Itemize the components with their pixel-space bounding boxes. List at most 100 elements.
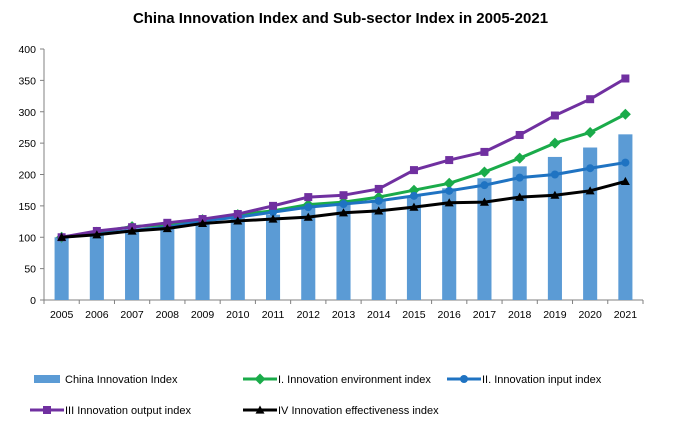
point-input-index: [409, 191, 418, 200]
point-effectiveness-index: [409, 202, 419, 211]
point-input-index: [445, 186, 454, 195]
bar-china-innovation-index: [442, 188, 457, 300]
legend-swatch-china-innovation-index: [34, 375, 60, 383]
point-output-index: [515, 130, 524, 139]
bar-china-innovation-index: [54, 237, 69, 300]
point-input-index: [586, 164, 595, 173]
y-tick-label: 200: [18, 170, 36, 182]
point-input-index: [339, 199, 348, 208]
legend-marker-input-index: [460, 375, 468, 383]
point-effectiveness-index: [444, 198, 454, 207]
point-effectiveness-index: [515, 192, 525, 201]
y-tick-label: 400: [18, 44, 36, 56]
point-output-index: [374, 184, 383, 193]
point-output-index: [480, 147, 489, 156]
y-tick-label: 100: [18, 232, 36, 244]
bar-china-innovation-index: [547, 156, 562, 300]
point-effectiveness-index: [339, 208, 348, 217]
point-effectiveness-index: [585, 186, 595, 195]
point-environment-index: [478, 166, 490, 178]
point-output-index: [304, 193, 313, 202]
x-tick-label: 2009: [191, 309, 215, 321]
x-tick-label: 2007: [120, 309, 144, 321]
point-input-index: [304, 203, 313, 212]
bar-china-innovation-index: [512, 166, 527, 300]
x-tick-label: 2015: [402, 309, 426, 321]
bar-china-innovation-index: [89, 234, 104, 300]
x-tick-label: 2008: [156, 309, 180, 321]
bar-china-innovation-index: [336, 202, 351, 300]
point-output-index: [550, 111, 559, 120]
legend-label-output-index: III Innovation output index: [65, 405, 191, 417]
y-tick-label: 50: [24, 264, 36, 276]
bar-china-innovation-index: [477, 178, 492, 300]
point-effectiveness-index: [92, 230, 102, 239]
bar-china-innovation-index: [371, 200, 386, 300]
point-effectiveness-index: [57, 232, 67, 241]
x-tick-label: 2006: [85, 309, 109, 321]
point-output-index: [163, 218, 172, 227]
point-effectiveness-index: [268, 214, 278, 223]
legend-marker-effectiveness-index: [255, 405, 265, 414]
x-tick-label: 2018: [508, 309, 532, 321]
point-environment-index: [514, 152, 526, 164]
point-input-index: [269, 208, 278, 217]
bar-china-innovation-index: [125, 230, 140, 300]
point-output-index: [233, 210, 242, 219]
point-effectiveness-index: [127, 226, 137, 235]
legend-label-input-index: II. Innovation input index: [482, 374, 602, 386]
y-tick-label: 300: [18, 107, 36, 119]
point-effectiveness-index: [303, 212, 313, 221]
legend-marker-output-index: [43, 406, 51, 414]
x-tick-label: 2011: [262, 309, 285, 321]
x-tick-label: 2016: [438, 309, 462, 321]
point-output-index: [409, 166, 418, 175]
point-effectiveness-index: [374, 206, 384, 215]
point-effectiveness-index: [550, 190, 560, 199]
y-tick-label: 250: [18, 138, 36, 150]
point-output-index: [339, 191, 348, 200]
legend-label-china-innovation-index: China Innovation Index: [65, 374, 178, 386]
point-effectiveness-index: [233, 216, 243, 225]
point-output-index: [586, 95, 595, 104]
point-output-index: [621, 74, 630, 83]
x-tick-label: 2017: [473, 309, 497, 321]
x-tick-label: 2014: [367, 309, 391, 321]
chart-title: China Innovation Index and Sub-sector In…: [132, 10, 549, 27]
bar-china-innovation-index: [583, 147, 598, 300]
point-effectiveness-index: [162, 223, 172, 233]
point-input-index: [550, 170, 559, 179]
point-effectiveness-index: [198, 218, 208, 228]
point-environment-index: [443, 177, 455, 189]
point-input-index: [621, 158, 630, 167]
legend-marker-environment-index: [254, 373, 266, 385]
point-output-index: [269, 201, 278, 210]
x-tick-label: 2013: [332, 309, 356, 321]
point-input-index: [374, 196, 383, 205]
legend-label-effectiveness-index: IV Innovation effectiveness index: [278, 405, 439, 417]
point-effectiveness-index: [620, 176, 630, 186]
point-environment-index: [619, 108, 631, 120]
legend-label-environment-index: I. Innovation environment index: [278, 374, 431, 386]
bar-china-innovation-index: [160, 227, 175, 300]
bar-china-innovation-index: [301, 207, 316, 300]
bar-china-innovation-index: [406, 195, 422, 300]
x-tick-label: 2020: [578, 309, 602, 321]
point-environment-index: [549, 137, 561, 149]
bar-china-innovation-index: [230, 217, 245, 300]
point-input-index: [480, 181, 489, 190]
bar-china-innovation-index: [618, 134, 633, 300]
x-tick-label: 2021: [614, 309, 638, 321]
point-input-index: [515, 173, 524, 182]
y-tick-label: 150: [18, 201, 36, 213]
x-tick-label: 2012: [297, 309, 321, 321]
point-effectiveness-index: [479, 197, 489, 206]
y-tick-label: 0: [30, 295, 36, 307]
x-tick-label: 2005: [50, 309, 74, 321]
x-tick-label: 2010: [226, 309, 250, 321]
x-tick-label: 2019: [543, 309, 567, 321]
point-environment-index: [584, 126, 596, 138]
bar-china-innovation-index: [265, 214, 281, 300]
